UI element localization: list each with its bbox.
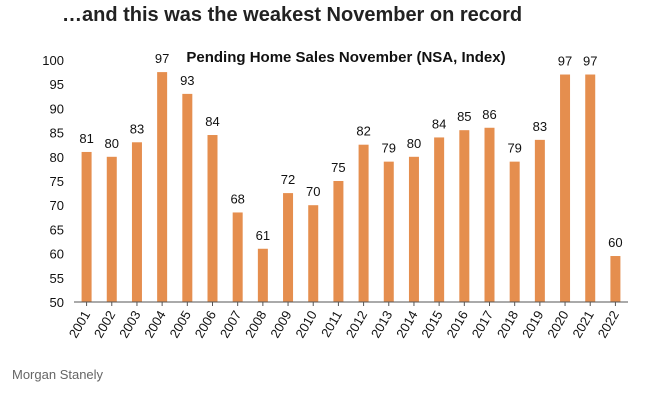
x-tick-label-2004: 2004	[141, 308, 168, 341]
data-label-2020: 97	[558, 54, 572, 69]
x-tick-label-2011: 2011	[318, 308, 345, 340]
x-tick-label-2007: 2007	[217, 308, 244, 341]
bar-2013	[383, 161, 394, 302]
data-label-2022: 60	[608, 235, 622, 250]
y-tick-label: 85	[50, 126, 64, 141]
data-label-2006: 84	[205, 114, 219, 129]
data-label-2021: 97	[583, 54, 597, 69]
bar-2002	[106, 156, 117, 302]
x-tick-label-2016: 2016	[443, 308, 470, 341]
bar-2009	[283, 193, 294, 302]
bar-2005	[182, 93, 193, 302]
x-tick-label-2013: 2013	[368, 308, 395, 341]
bar-2006	[207, 135, 218, 302]
bar-2011	[333, 181, 344, 302]
bars	[81, 72, 621, 302]
data-label-2002: 80	[105, 136, 119, 151]
data-label-2010: 70	[306, 184, 320, 199]
y-tick-label: 100	[42, 53, 64, 68]
x-tick-label-2014: 2014	[393, 308, 420, 341]
chart-title: Pending Home Sales November (NSA, Index)	[186, 49, 505, 66]
data-label-2001: 81	[79, 131, 93, 146]
data-label-2019: 83	[533, 119, 547, 134]
x-tick-label-2010: 2010	[292, 308, 319, 341]
x-tick-label-2021: 2021	[569, 308, 596, 341]
bar-2018	[509, 161, 520, 302]
x-tick-label-2020: 2020	[544, 308, 571, 341]
x-tick-label-2001: 2001	[66, 308, 93, 341]
bar-2007	[232, 212, 243, 302]
data-label-2009: 72	[281, 172, 295, 187]
bar-2016	[459, 130, 470, 302]
y-tick-label: 50	[50, 295, 64, 310]
bar-2017	[484, 127, 495, 302]
data-labels: 81 80 83 97 93 84 68 61 72 70 75 82 79 80 84 85 86 79 83 97…	[79, 51, 622, 250]
x-tick-label-2018: 2018	[494, 308, 521, 341]
bar-2010	[308, 205, 319, 302]
x-tick-label-2005: 2005	[166, 308, 193, 341]
y-tick-label: 80	[50, 150, 64, 165]
data-label-2017: 86	[482, 107, 496, 122]
chart-figure: Pending Home Sales November (NSA, Index)…	[8, 38, 648, 356]
headline: …and this was the weakest November on re…	[62, 4, 523, 26]
data-label-2012: 82	[356, 124, 370, 139]
x-tick-label-2008: 2008	[242, 308, 269, 341]
bar-2001	[81, 151, 92, 302]
x-tick-label-2017: 2017	[469, 308, 496, 341]
data-label-2014: 80	[407, 136, 421, 151]
x-tick-label-2003: 2003	[116, 308, 143, 341]
data-label-2011: 75	[331, 160, 345, 175]
bar-chart: Pending Home Sales November (NSA, Index)…	[42, 49, 628, 341]
y-tick-label: 70	[50, 198, 64, 213]
bar-2014	[408, 156, 419, 302]
y-tick-label: 65	[50, 222, 64, 237]
data-label-2004: 97	[155, 51, 169, 66]
x-tick-label-2002: 2002	[91, 308, 118, 341]
y-tick-label: 95	[50, 77, 64, 92]
bar-2015	[434, 137, 445, 302]
bar-2008	[257, 248, 268, 302]
x-tick-label-2009: 2009	[267, 308, 294, 341]
y-tick-label: 75	[50, 174, 64, 189]
data-label-2005: 93	[180, 73, 194, 88]
data-label-2013: 79	[382, 141, 396, 156]
x-tick-label-2019: 2019	[519, 308, 546, 341]
bar-2003	[131, 142, 142, 302]
bar-2022	[610, 256, 621, 302]
y-tick-label: 90	[50, 101, 64, 116]
data-label-2016: 85	[457, 109, 471, 124]
y-tick-label: 55	[50, 271, 64, 286]
x-tick-label-2006: 2006	[192, 308, 219, 341]
bar-2020	[560, 74, 571, 302]
source-note: Morgan Stanely	[12, 367, 104, 382]
bar-2004	[157, 72, 168, 302]
x-tick-label-2012: 2012	[343, 308, 370, 341]
x-tick-label-2015: 2015	[418, 308, 445, 341]
data-label-2018: 79	[507, 141, 521, 156]
x-tick-label-2022: 2022	[595, 308, 622, 341]
bar-2012	[358, 144, 369, 302]
x-axis: 2001200220032004200520062007200820092010…	[66, 301, 628, 341]
data-label-2008: 61	[256, 228, 270, 243]
y-tick-label: 60	[50, 247, 64, 262]
bar-2019	[534, 139, 545, 302]
y-axis: 50 55 60 65 70 75 80 85 90 95 100	[42, 53, 64, 310]
bar-2021	[585, 74, 596, 302]
data-label-2015: 84	[432, 116, 446, 131]
data-label-2007: 68	[230, 191, 244, 206]
data-label-2003: 83	[130, 121, 144, 136]
